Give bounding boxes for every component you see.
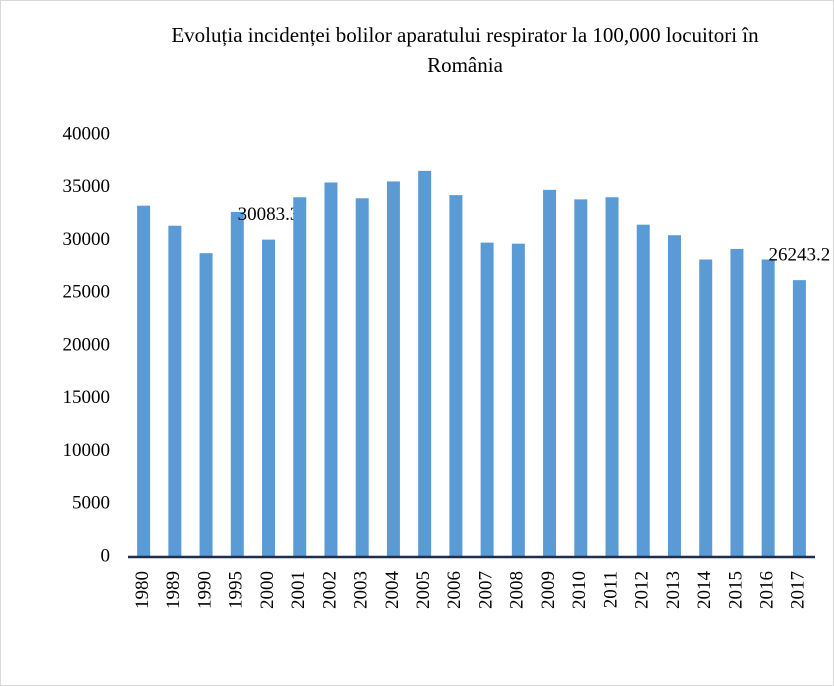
x-tick-label: 2017 <box>788 571 809 609</box>
y-tick-label: 15000 <box>63 387 111 408</box>
x-tick-label: 1980 <box>132 571 153 609</box>
x-tick-label: 2014 <box>694 571 715 610</box>
y-tick-label: 35000 <box>63 176 111 197</box>
bar <box>199 253 213 557</box>
bar <box>730 248 744 557</box>
bar <box>137 205 151 557</box>
bar <box>699 259 713 557</box>
bar <box>355 198 369 558</box>
bar <box>543 189 557 558</box>
bar <box>324 182 338 557</box>
x-tick-label: 2013 <box>663 571 684 609</box>
bar <box>636 224 650 558</box>
bar <box>262 239 276 557</box>
x-tick-label: 2008 <box>507 571 528 609</box>
bar <box>168 225 182 558</box>
bar <box>792 280 806 557</box>
bar <box>605 197 619 557</box>
x-tick-label: 2002 <box>319 571 340 609</box>
bar <box>511 243 525 558</box>
x-tick-label: 2003 <box>351 571 372 609</box>
bar <box>574 199 588 558</box>
y-tick-label: 30000 <box>63 229 111 250</box>
x-tick-label: 2001 <box>288 571 309 609</box>
y-tick-label: 40000 <box>63 123 111 144</box>
x-tick-label: 2012 <box>632 571 653 609</box>
bar <box>449 195 463 557</box>
y-tick-label: 25000 <box>63 282 111 303</box>
bar <box>230 212 244 557</box>
bar <box>667 235 681 557</box>
x-tick-label: 2009 <box>538 571 559 609</box>
x-tick-label: 2000 <box>257 571 278 609</box>
x-tick-label: 2006 <box>444 571 465 609</box>
y-tick-label: 10000 <box>63 440 111 461</box>
data-label: 30083.3 <box>238 204 300 225</box>
x-tick-label: 1995 <box>226 571 247 609</box>
x-tick-label: 1989 <box>163 571 184 609</box>
x-tick-label: 1990 <box>194 571 215 609</box>
y-tick-label: 0 <box>101 545 111 566</box>
bar <box>293 197 307 557</box>
x-tick-label: 2015 <box>725 571 746 609</box>
bar <box>418 170 432 557</box>
y-tick-label: 5000 <box>72 493 110 514</box>
bar <box>386 181 400 558</box>
chart-title: Evoluția incidenței bolilor aparatului r… <box>171 23 759 77</box>
x-tick-label: 2007 <box>475 571 496 609</box>
x-tick-label: 2005 <box>413 571 434 609</box>
bar <box>761 259 775 557</box>
data-label: 26243.2 <box>769 244 831 265</box>
x-tick-label: 2010 <box>569 571 590 609</box>
bar <box>480 242 494 558</box>
y-tick-label: 20000 <box>63 334 111 355</box>
x-tick-label: 2011 <box>600 571 621 608</box>
x-tick-label: 2004 <box>382 571 403 610</box>
x-tick-label: 2016 <box>757 571 778 609</box>
